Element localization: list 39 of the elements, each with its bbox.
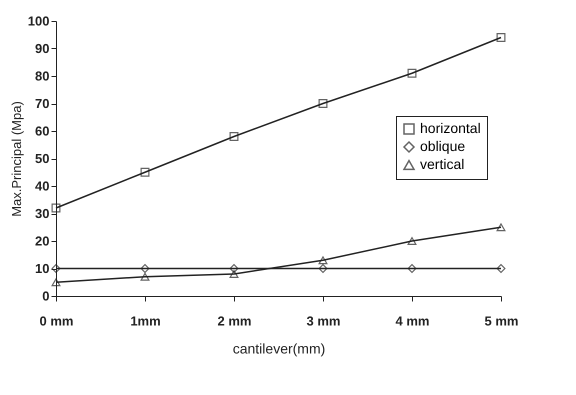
point [230,132,238,141]
point [496,264,506,273]
x-tick-label: 5 mm [484,314,518,328]
y-tick-label: 40 [35,178,50,194]
y-tick-label: 60 [35,124,50,138]
point [318,264,328,273]
point [230,264,238,273]
legend-label: horizontal [420,120,481,136]
point [140,264,150,273]
point [140,272,150,281]
y-tick-label: 0 [42,288,50,304]
y-tick-label: 80 [35,68,50,84]
y-tick-label: 100 [28,14,50,28]
y-tick-label: 10 [35,261,50,276]
legend-label: oblique [420,138,466,154]
point [408,68,416,78]
x-tick-label: 3 mm [306,314,340,328]
point [318,99,328,108]
x-tick-label: 2 mm [218,314,252,328]
y-tick-label: 20 [35,234,50,248]
point [52,278,60,286]
legend-label: vertical [420,156,464,172]
point [230,270,238,278]
point [408,264,416,273]
point [496,223,506,232]
x-tick-label: 0 mm [40,314,74,328]
x-axis-title: cantilever(mm) [232,340,326,356]
y-axis-title: Max.Principal (Mpa) [8,101,24,217]
y-tick-label: 70 [35,96,50,111]
point [52,204,60,212]
x-tick-label: 4 mm [396,314,430,328]
y-tick-label: 90 [35,41,50,56]
x-tick-label: 1mm [130,314,161,328]
point [140,168,150,177]
point [408,237,416,245]
point [318,256,328,264]
y-tick-label: 30 [35,206,50,221]
y-tick-label: 50 [35,151,50,166]
point [496,33,506,42]
